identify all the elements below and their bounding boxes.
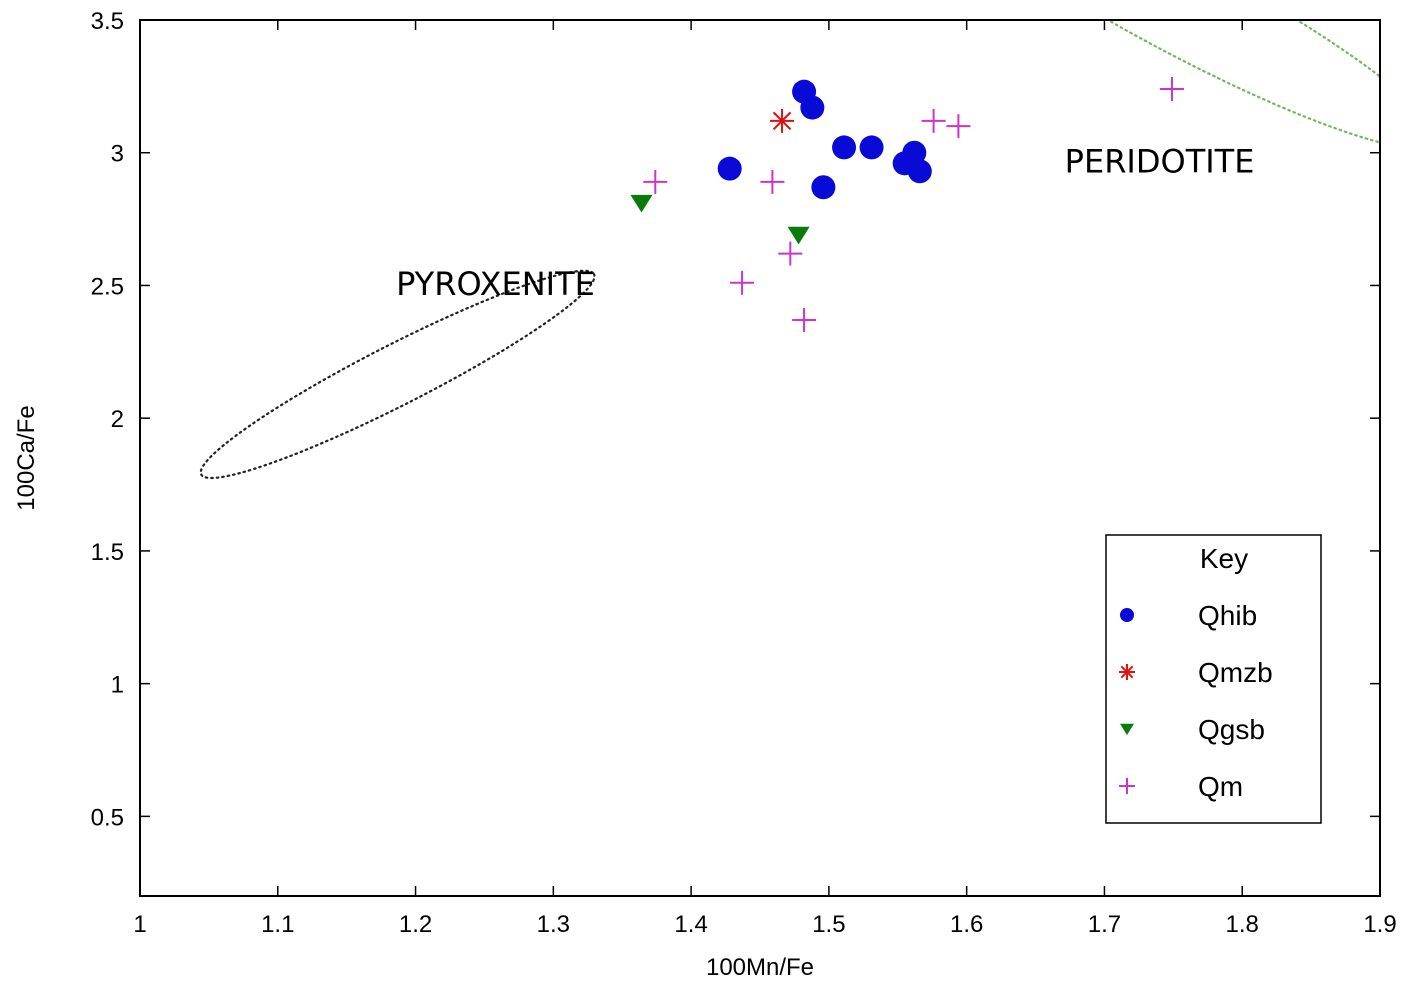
qm-point <box>730 270 755 295</box>
x-tick-label: 1.6 <box>950 911 983 938</box>
axis-ticks: 1 1.1 1.2 1.3 1.4 1.5 1.6 1.7 1.8 1.9 0.5 1 1.5 2 2.5 3… <box>91 8 1397 938</box>
y-tick-label: 1.5 <box>91 539 124 566</box>
x-tick-label: 1.7 <box>1088 911 1121 938</box>
qhib-point <box>859 135 884 160</box>
legend-label-qm: Qm <box>1198 771 1243 802</box>
legend-label-qhib: Qhib <box>1198 600 1257 631</box>
qmzb-point <box>770 108 795 133</box>
qhib-point <box>800 95 825 120</box>
qm-point <box>792 307 817 332</box>
qhib-point <box>832 135 857 160</box>
qhib-point <box>717 156 742 181</box>
legend-marker-qgsb <box>1120 723 1134 735</box>
legend-marker-qhib <box>1120 608 1134 622</box>
y-tick-label: 3 <box>111 141 124 168</box>
legend-title: Key <box>1200 543 1248 574</box>
peridotite-field-outline <box>922 20 1380 150</box>
qhib-point <box>907 159 932 184</box>
x-tick-label: 1.8 <box>1226 911 1259 938</box>
y-tick-label: 3.5 <box>91 8 124 35</box>
region-label: PYROXENITE <box>396 265 595 303</box>
qgsb-point <box>787 226 810 245</box>
qm-point <box>1159 77 1184 102</box>
plot-frame <box>139 19 1381 897</box>
x-tick-label: 1.3 <box>537 911 570 938</box>
qhib-point <box>811 175 836 200</box>
y-tick-label: 1 <box>111 672 124 699</box>
x-tick-label: 1.2 <box>399 911 432 938</box>
qm-point <box>760 169 785 194</box>
legend-box <box>1105 534 1322 824</box>
region-outlines <box>199 20 1380 480</box>
pyroxenite-field-outline <box>199 269 596 480</box>
qm-point <box>921 108 946 133</box>
y-tick-label: 2 <box>111 406 124 433</box>
region-label: PERIDOTITE <box>1065 143 1255 181</box>
x-tick-label: 1.4 <box>674 911 707 938</box>
y-tick-label: 2.5 <box>91 273 124 300</box>
qgsb-point <box>630 194 653 213</box>
y-axis-title: 100Ca/Fe <box>13 405 40 510</box>
qm-point <box>778 241 803 266</box>
qm-point <box>946 114 971 139</box>
region-labels: PYROXENITE PERIDOTITE <box>396 143 1254 303</box>
legend-label-qmzb: Qmzb <box>1198 657 1273 688</box>
data-points <box>630 77 1184 332</box>
x-tick-label: 1.9 <box>1363 911 1396 938</box>
legend: Key Qhib Qmzb Qgsb Qm <box>1105 534 1322 824</box>
legend-marker-qm <box>1119 778 1135 794</box>
x-tick-label: 1 <box>133 911 146 938</box>
y-tick-label: 0.5 <box>91 804 124 831</box>
x-axis-title: 100Mn/Fe <box>706 954 814 981</box>
qm-point <box>643 169 668 194</box>
x-tick-label: 1.5 <box>812 911 845 938</box>
legend-label-qgsb: Qgsb <box>1198 714 1265 745</box>
x-tick-label: 1.1 <box>261 911 294 938</box>
legend-marker-qmzb <box>1119 664 1135 680</box>
